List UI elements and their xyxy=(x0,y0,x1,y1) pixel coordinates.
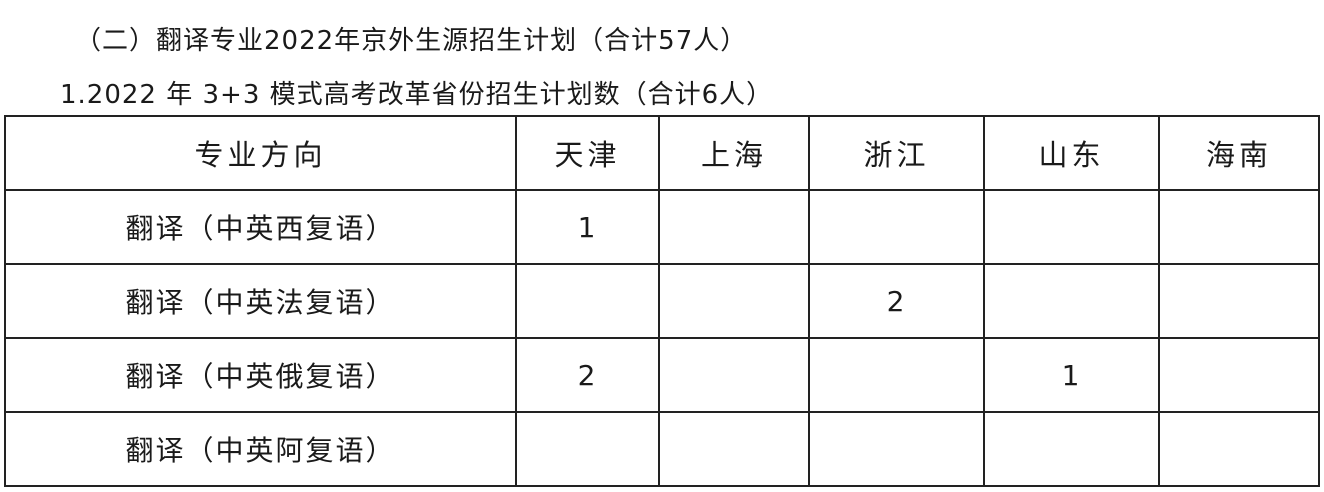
table-row: 翻译（中英法复语） 2 xyxy=(4,263,1320,339)
count-cell xyxy=(1158,263,1320,339)
count-cell xyxy=(658,337,810,413)
count-cell: 2 xyxy=(808,263,985,339)
count-cell xyxy=(983,189,1160,265)
header-cell: 山东 xyxy=(983,115,1160,191)
major-cell: 翻译（中英西复语） xyxy=(4,189,517,265)
count-cell xyxy=(515,411,660,487)
count-cell xyxy=(983,411,1160,487)
header-cell: 上海 xyxy=(658,115,810,191)
table-row: 翻译（中英西复语） 1 xyxy=(4,189,1320,265)
count-cell xyxy=(983,263,1160,339)
count-cell xyxy=(658,189,810,265)
count-cell: 2 xyxy=(515,337,660,413)
count-cell xyxy=(515,263,660,339)
major-cell: 翻译（中英法复语） xyxy=(4,263,517,339)
count-cell xyxy=(658,411,810,487)
count-cell xyxy=(1158,411,1320,487)
header-cell: 浙江 xyxy=(808,115,985,191)
enrollment-table: 专业方向 天津 上海 浙江 山东 海南 翻译（中英西复语） 1 翻译（中英法复语） 2 翻译（中英俄… xyxy=(4,115,1320,487)
major-cell: 翻译（中英阿复语） xyxy=(4,411,517,487)
count-cell xyxy=(658,263,810,339)
count-cell xyxy=(1158,189,1320,265)
count-cell: 1 xyxy=(515,189,660,265)
major-cell: 翻译（中英俄复语） xyxy=(4,337,517,413)
table-row: 翻译（中英阿复语） xyxy=(4,411,1320,487)
sub-heading: 1.2022 年 3+3 模式高考改革省份招生计划数（合计6人） xyxy=(60,80,774,110)
count-cell xyxy=(1158,337,1320,413)
count-cell xyxy=(808,411,985,487)
table-header-row: 专业方向 天津 上海 浙江 山东 海南 xyxy=(4,115,1320,191)
table-row: 翻译（中英俄复语） 2 1 xyxy=(4,337,1320,413)
header-cell: 天津 xyxy=(515,115,660,191)
count-cell xyxy=(808,189,985,265)
count-cell: 1 xyxy=(983,337,1160,413)
section-heading: （二）翻译专业2022年京外生源招生计划（合计57人） xyxy=(75,26,748,56)
count-cell xyxy=(808,337,985,413)
header-cell: 专业方向 xyxy=(4,115,517,191)
header-cell: 海南 xyxy=(1158,115,1320,191)
